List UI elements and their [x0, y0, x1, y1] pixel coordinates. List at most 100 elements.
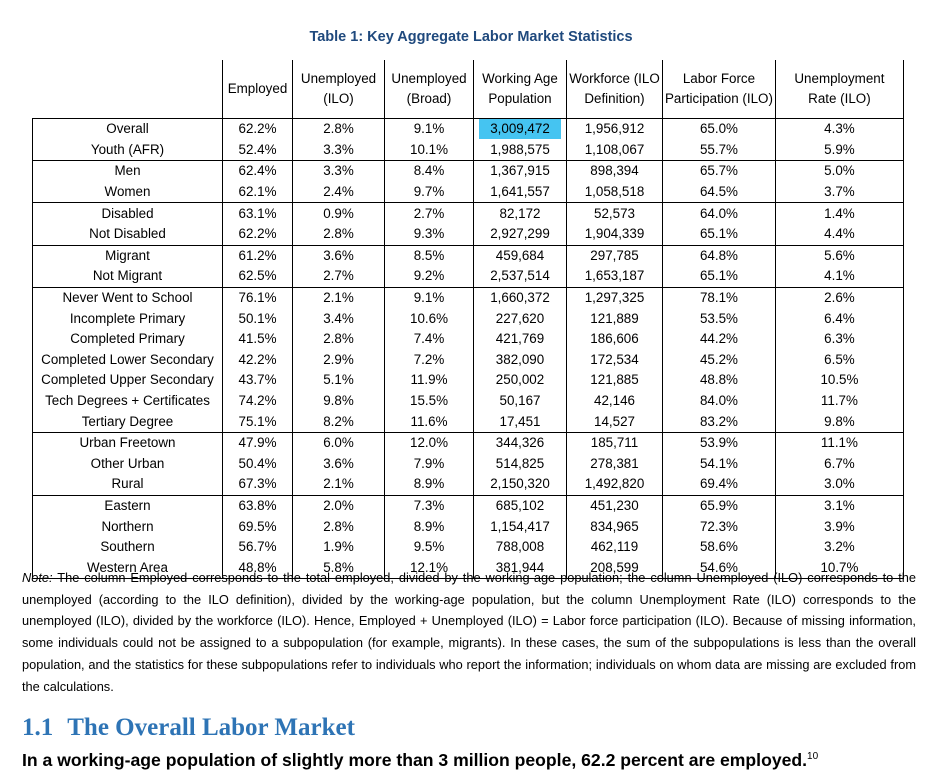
- data-cell: 1,297,325: [566, 286, 663, 309]
- data-cell: 63.8%: [222, 494, 293, 517]
- note-label: Note:: [22, 570, 53, 585]
- data-cell: 50.1%: [222, 308, 293, 329]
- row-label: Other Urban: [32, 453, 223, 475]
- row-label: Northern: [32, 516, 223, 537]
- data-cell: 12.0%: [384, 431, 474, 454]
- data-cell: 55.7%: [662, 139, 776, 162]
- data-cell: 278,381: [566, 453, 663, 475]
- data-cell: 5.0%: [774, 160, 904, 182]
- data-cell: 8.9%: [384, 516, 474, 537]
- data-cell: 11.9%: [384, 370, 474, 391]
- column-header-line: Unemployed: [300, 71, 377, 86]
- data-cell: 1,367,915: [473, 160, 567, 182]
- data-cell: 834,965: [566, 516, 663, 537]
- data-cell: 2,150,320: [473, 474, 567, 496]
- data-cell: 4.4%: [774, 223, 904, 246]
- row-label: Not Disabled: [32, 223, 223, 246]
- data-cell: 5.9%: [774, 139, 904, 162]
- note-text: The column Employed corresponds to the t…: [22, 570, 916, 694]
- data-cell: 1.9%: [292, 536, 385, 558]
- data-cell: 3.3%: [292, 160, 385, 182]
- data-cell: 1,058,518: [566, 181, 663, 204]
- row-label: Youth (AFR): [32, 139, 223, 162]
- data-cell: 64.5%: [662, 181, 776, 204]
- data-cell: 10.5%: [774, 370, 904, 391]
- data-cell: 78.1%: [662, 286, 776, 309]
- row-label: Not Migrant: [32, 266, 223, 288]
- column-header: Workforce (ILO Definition): [566, 60, 663, 119]
- data-cell: 62.4%: [222, 160, 293, 182]
- column-header: Working Age Population: [473, 60, 567, 119]
- row-label: Women: [32, 181, 223, 204]
- data-cell: 41.5%: [222, 328, 293, 350]
- data-cell: 9.2%: [384, 266, 474, 288]
- row-label: Tertiary Degree: [32, 411, 223, 433]
- data-cell: 6.3%: [774, 328, 904, 350]
- row-label: Eastern: [32, 494, 223, 517]
- data-cell: 3.6%: [292, 453, 385, 475]
- data-cell: 1,988,575: [473, 139, 567, 162]
- footnote-marker: 10: [807, 751, 819, 763]
- row-label: Never Went to School: [32, 286, 223, 309]
- data-cell: 65.7%: [662, 160, 776, 182]
- column-header: Unemployed (ILO): [292, 60, 385, 119]
- data-cell: 186,606: [566, 328, 663, 350]
- data-cell: 56.7%: [222, 536, 293, 558]
- column-header-line: Working Age: [482, 71, 558, 86]
- data-cell: 2.4%: [292, 181, 385, 204]
- data-cell: 9.1%: [384, 286, 474, 309]
- data-cell: 382,090: [473, 349, 567, 371]
- data-cell: 43.7%: [222, 370, 293, 391]
- table-row: Northern 69.5% 2.8% 8.9% 1,154,417 834,965 72.…: [32, 516, 904, 537]
- table-row: Completed Primary 41.5% 2.8% 7.4% 421,769 186…: [32, 328, 904, 350]
- data-cell: 3.9%: [774, 516, 904, 537]
- row-label: Southern: [32, 536, 223, 558]
- data-cell: 227,620: [473, 308, 567, 329]
- data-cell: 53.5%: [662, 308, 776, 329]
- data-cell: 8.4%: [384, 160, 474, 182]
- data-cell: 208,599: [566, 557, 663, 580]
- data-cell: 5.1%: [292, 370, 385, 391]
- data-cell: 514,825: [473, 453, 567, 475]
- data-cell: 3.4%: [292, 308, 385, 329]
- data-cell: 7.3%: [384, 494, 474, 517]
- table-row: Southern 56.7% 1.9% 9.5% 788,008 462,119 58.6%…: [32, 536, 904, 558]
- data-cell: 6.7%: [774, 453, 904, 475]
- data-cell: 17,451: [473, 411, 567, 433]
- data-cell: 53.9%: [662, 431, 776, 454]
- data-cell: 10.7%: [774, 557, 904, 580]
- data-cell: 7.2%: [384, 349, 474, 371]
- row-label: Completed Upper Secondary: [32, 370, 223, 391]
- data-cell: 6.0%: [292, 431, 385, 454]
- data-cell: 12.1%: [384, 557, 474, 580]
- data-cell: 2.8%: [292, 117, 385, 140]
- table-row: Other Urban 50.4% 3.6% 7.9% 514,825 278,381 54…: [32, 453, 904, 475]
- data-cell: 42,146: [566, 390, 663, 412]
- data-cell: 62.1%: [222, 181, 293, 204]
- data-cell: 2.9%: [292, 349, 385, 371]
- data-cell: 2.1%: [292, 474, 385, 496]
- data-cell: 52,573: [566, 202, 663, 224]
- table-row: Western Area 48.8% 5.8% 12.1% 381,944 208,599…: [32, 557, 904, 580]
- column-header: Unemployed (Broad): [384, 60, 474, 119]
- data-cell: 74.2%: [222, 390, 293, 412]
- data-cell: 250,002: [473, 370, 567, 391]
- data-cell: 0.9%: [292, 202, 385, 224]
- row-label: Incomplete Primary: [32, 308, 223, 329]
- data-cell: 54.1%: [662, 453, 776, 475]
- data-cell: 75.1%: [222, 411, 293, 433]
- data-cell: 788,008: [473, 536, 567, 558]
- table-row: Tertiary Degree 75.1% 8.2% 11.6% 17,451 14,52…: [32, 411, 904, 433]
- data-cell: 1,492,820: [566, 474, 663, 496]
- data-cell: 1,904,339: [566, 223, 663, 246]
- data-cell: 1,660,372: [473, 286, 567, 309]
- data-cell: 11.1%: [774, 431, 904, 454]
- data-cell: 462,119: [566, 536, 663, 558]
- data-cell: 2.8%: [292, 223, 385, 246]
- row-label: Overall: [32, 117, 223, 140]
- table-body: Overall 62.2% 2.8% 9.1% 3,009,472 1,956,912 65…: [32, 117, 904, 580]
- column-header: Employed: [222, 60, 293, 119]
- data-cell: 9.3%: [384, 223, 474, 246]
- table-row: Migrant 61.2% 3.6% 8.5% 459,684 297,785 64.8% 5…: [32, 244, 904, 267]
- data-cell: 6.5%: [774, 349, 904, 371]
